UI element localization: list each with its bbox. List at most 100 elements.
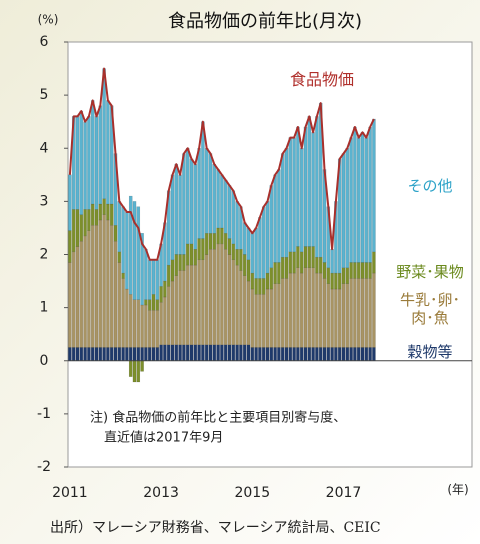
bar-segment [280,278,285,348]
bar-segment [220,243,224,346]
bar-segment [284,278,289,348]
source: 出所）マレーシア財務省、マレーシア統計局、CEIC [50,520,381,536]
bar-segment [242,222,247,255]
bar-segment [121,272,125,279]
bar-segment [223,179,228,234]
bar-segment [201,238,205,261]
bar-segment [128,195,133,295]
bar-segment [106,100,110,205]
bar-segment [117,201,122,253]
bar-segment [337,347,342,361]
bar-segment [75,116,80,210]
bar-segment [117,347,122,361]
bar-segment [223,344,228,361]
y-tick-label: 3 [40,193,49,209]
bar-segment [364,262,369,279]
bar-segment [353,262,357,279]
bar-segment [87,230,91,348]
bar-segment [311,267,315,348]
bar-segment [216,243,220,346]
bar-segment [360,132,365,263]
bar-segment [265,288,270,348]
bar-segment [280,153,285,258]
bar-segment [189,264,194,346]
bar-segment [178,174,182,255]
bar-segment [197,238,201,261]
bar-segment [166,344,171,361]
bar-segment [277,347,281,361]
bar-segment [136,347,141,361]
y-tick-label: 6 [40,34,49,50]
bar-segment [208,248,213,346]
bar-segment [284,148,289,258]
bar-segment [212,233,217,250]
bar-segment [254,294,258,348]
bar-segment [212,163,217,234]
bar-segment [117,251,122,263]
bar-segment [163,280,167,298]
bar-segment [318,256,323,274]
series-label: 食品物価 [289,70,354,89]
bar-segment [280,256,285,279]
bar-segment [353,126,357,263]
bar-segment [87,209,91,231]
bar-segment [345,148,350,268]
bar-segment [197,148,201,239]
bar-segment [174,275,179,346]
bar-segment [356,137,361,263]
y-tick-label: -2 [37,459,51,475]
bar-segment [83,121,87,210]
bar-segment [90,203,95,226]
bar-segment [364,137,369,263]
bar-segment [296,126,300,247]
bar-segment [269,347,274,361]
bar-segment [273,262,277,284]
bar-segment [258,278,262,295]
bar-segment [345,267,350,284]
bar-segment [121,278,125,348]
bar-segment [83,209,87,237]
bar-segment [193,248,198,266]
bar-segment [227,344,232,361]
bar-segment [349,347,353,361]
bar-segment [102,347,106,361]
bar-segment [258,347,262,361]
bar-segment [250,233,255,274]
bar-segment [296,267,300,348]
bar-segment [330,347,334,361]
bar-segment [185,264,190,346]
bar-segment [174,344,179,361]
bar-segment [182,153,186,255]
series-label: 牛乳･卵･肉･魚 [399,291,460,327]
bar-segment [227,238,232,255]
bar-segment [102,198,106,215]
series-label: その他 [407,177,453,195]
bar-segment [265,272,270,290]
bar-segment [269,185,274,268]
bar-segment [288,251,293,274]
bar-segment [212,344,217,361]
bar-segment [239,270,243,346]
bar-segment [182,270,186,346]
x-tick-label: 2015 [234,485,270,501]
x-tick-label: 2013 [143,485,179,501]
bar-segment [208,233,213,250]
bar-segment [90,100,95,205]
bar-segment [372,347,376,361]
bar-segment [303,267,308,348]
bar-segment [109,225,114,348]
bar-segment [258,217,262,279]
x-unit: (年) [447,483,468,497]
bar-segment [353,347,357,361]
bar-segment [178,254,182,271]
y-tick-label: 0 [40,353,49,369]
bar-segment [185,243,190,266]
bar-segment [231,190,236,245]
bar-segment [151,259,156,295]
bar-segment [273,347,277,361]
bar-segment [223,248,228,346]
bar-segment [178,344,182,361]
bar-segment [292,137,296,253]
bar-segment [231,259,236,346]
bar-segment [307,347,312,361]
